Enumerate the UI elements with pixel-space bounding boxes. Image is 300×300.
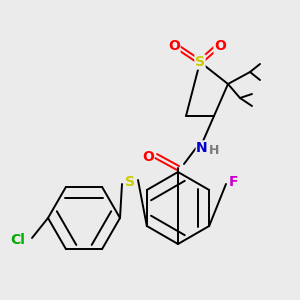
Text: O: O [142, 150, 154, 164]
Text: O: O [168, 39, 180, 53]
Text: S: S [125, 175, 135, 189]
Text: Cl: Cl [11, 233, 26, 247]
Text: H: H [209, 143, 219, 157]
Text: O: O [214, 39, 226, 53]
Text: S: S [195, 55, 205, 69]
Text: F: F [229, 175, 239, 189]
Text: N: N [196, 141, 208, 155]
